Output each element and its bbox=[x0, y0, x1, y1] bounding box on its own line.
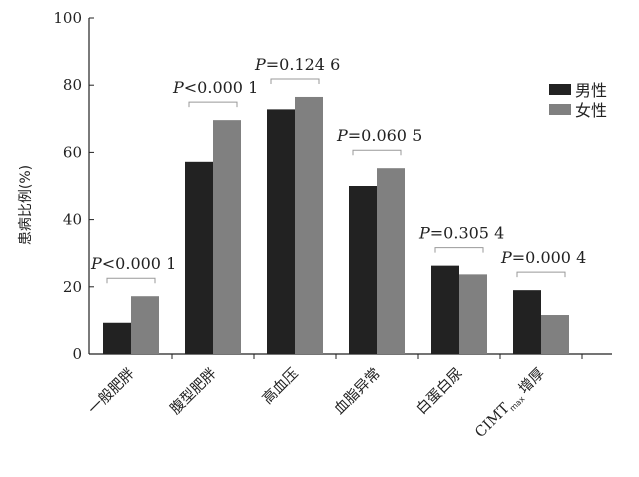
significance-bracket bbox=[106, 277, 156, 284]
p-value-label: P=0.124 6 bbox=[254, 55, 340, 74]
bar-male bbox=[431, 265, 459, 354]
bar-male bbox=[349, 186, 377, 354]
legend-swatch bbox=[549, 104, 571, 115]
y-tick-label: 0 bbox=[72, 345, 82, 363]
y-tick-label: 40 bbox=[63, 211, 82, 229]
y-axis-title: 患病比例(%) bbox=[18, 165, 34, 245]
bar-male bbox=[185, 161, 213, 354]
p-value-label: P=0.060 5 bbox=[336, 126, 422, 145]
bar-female bbox=[459, 274, 487, 354]
x-category-label: CIMTmax增厚 bbox=[472, 365, 550, 443]
y-tick-label: 20 bbox=[63, 278, 82, 296]
bar-female bbox=[541, 315, 569, 354]
bar-male bbox=[267, 109, 295, 354]
legend-swatch bbox=[549, 84, 571, 95]
p-value-annotations: P<0.000 1 P<0.000 1 P=0.124 6 P=0.060 5 P=0.… bbox=[90, 55, 586, 284]
bar-female bbox=[295, 96, 323, 355]
x-category-label: 腹型肥胖 bbox=[167, 365, 220, 418]
y-tick-label: 60 bbox=[63, 143, 82, 161]
x-category-label: 血脂异常 bbox=[331, 365, 384, 418]
legend-label: 女性 bbox=[575, 101, 607, 120]
significance-bracket bbox=[434, 247, 484, 253]
p-value-label: P<0.000 1 bbox=[90, 254, 176, 273]
significance-bracket bbox=[516, 271, 566, 278]
bar-female bbox=[131, 296, 159, 354]
bar-female bbox=[377, 168, 405, 354]
bars bbox=[103, 96, 569, 355]
bar-male bbox=[103, 322, 131, 354]
y-tick-label: 80 bbox=[63, 76, 82, 94]
y-tick-label: 100 bbox=[53, 9, 82, 27]
bar-female bbox=[213, 120, 241, 354]
p-value-label: P<0.000 1 bbox=[172, 78, 258, 97]
x-category-label: 白蛋白尿 bbox=[413, 365, 466, 418]
p-value-label: P=0.000 4 bbox=[500, 248, 586, 267]
x-category-label: 高血压 bbox=[259, 365, 302, 408]
significance-bracket bbox=[270, 78, 320, 84]
x-category-label: 一般肥胖 bbox=[85, 365, 138, 418]
bar-male bbox=[513, 290, 541, 354]
p-value-label: P=0.305 4 bbox=[418, 224, 504, 243]
legend-label: 男性 bbox=[575, 81, 607, 100]
significance-bracket bbox=[352, 149, 402, 156]
significance-bracket bbox=[188, 101, 238, 108]
